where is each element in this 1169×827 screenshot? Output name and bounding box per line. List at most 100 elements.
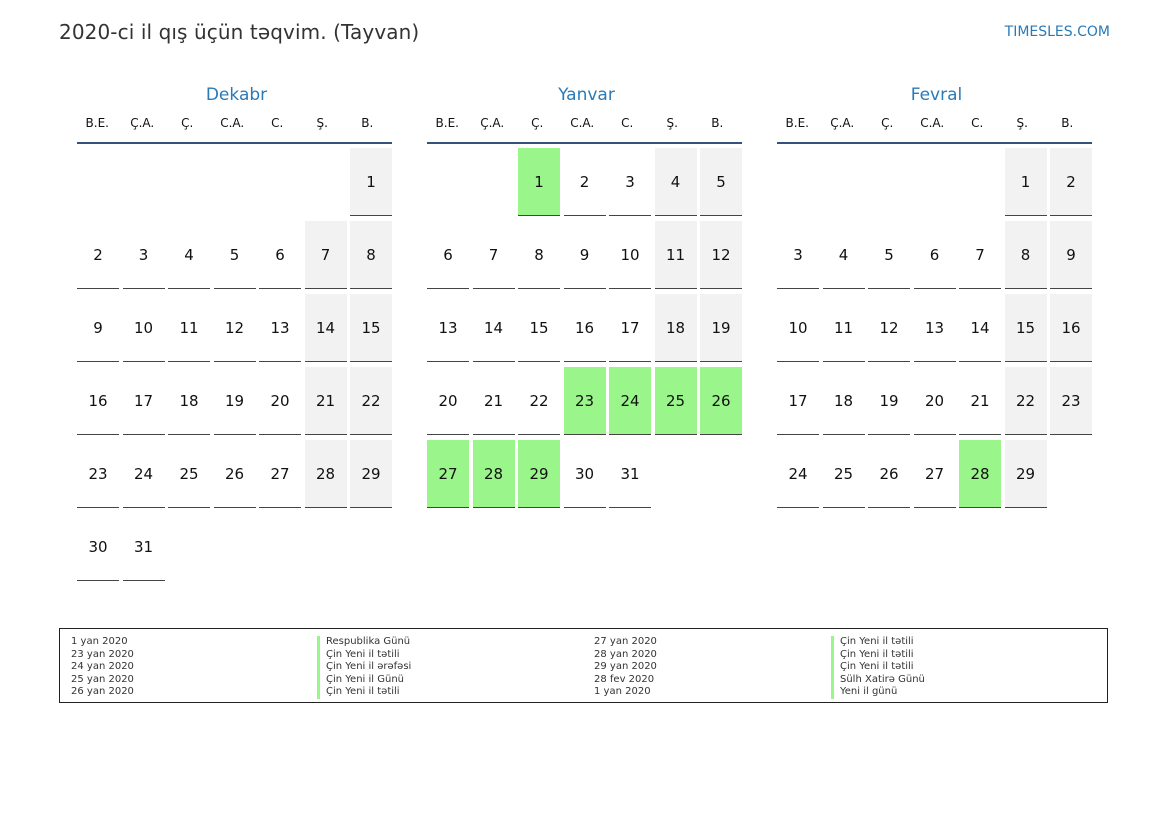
weekday-header: B.E. Ç.A. Ç. C.A. C. Ş. B. (77, 116, 392, 144)
day-cell[interactable]: 28 (304, 440, 347, 508)
day-cell[interactable]: 4 (822, 221, 865, 289)
day-cell[interactable]: 18 (822, 367, 865, 435)
day-cell[interactable]: 23 (77, 440, 119, 508)
brand-link[interactable]: TIMESLES.COM (1004, 24, 1110, 40)
day-cell[interactable]: 10 (777, 294, 819, 362)
day-cell[interactable]: 3 (777, 221, 819, 289)
day-cell[interactable]: 13 (259, 294, 301, 362)
day-cell[interactable]: 3 (609, 148, 651, 216)
day-cell[interactable]: 27 (913, 440, 956, 508)
day-cell[interactable]: 17 (609, 294, 651, 362)
day-cell[interactable]: 16 (77, 367, 119, 435)
legend-holiday-name: Çin Yeni il Günü (317, 673, 411, 686)
legend-dates-col-1: 1 yan 2020 23 yan 2020 24 yan 2020 25 yan 2… (71, 636, 134, 699)
day-cell[interactable]: 18 (168, 367, 210, 435)
day-cell[interactable]: 17 (777, 367, 819, 435)
day-cell[interactable]: 20 (259, 367, 301, 435)
day-cell[interactable]: 16 (563, 294, 606, 362)
day-cell[interactable]: 1 (350, 148, 392, 216)
day-cell[interactable]: 6 (913, 221, 956, 289)
weekday-label: C. (621, 116, 634, 130)
day-cell[interactable]: 21 (304, 367, 347, 435)
day-cell-holiday[interactable]: 26 (700, 367, 742, 435)
day-cell[interactable]: 5 (868, 221, 910, 289)
day-cell[interactable]: 20 (427, 367, 469, 435)
day-cell[interactable]: 18 (654, 294, 697, 362)
day-cell[interactable]: 13 (913, 294, 956, 362)
day-cell[interactable]: 8 (350, 221, 392, 289)
day-cell[interactable]: 11 (822, 294, 865, 362)
day-cell[interactable]: 25 (168, 440, 210, 508)
day-cell[interactable]: 11 (654, 221, 697, 289)
day-cell-holiday[interactable]: 27 (427, 440, 469, 508)
day-cell[interactable]: 5 (700, 148, 742, 216)
month-name: Yanvar (558, 85, 615, 105)
day-cell[interactable]: 22 (350, 367, 392, 435)
day-cell[interactable]: 7 (472, 221, 515, 289)
legend-date: 24 yan 2020 (71, 661, 134, 672)
day-cell[interactable]: 10 (609, 221, 651, 289)
day-cell[interactable]: 12 (700, 221, 742, 289)
day-cell[interactable]: 17 (122, 367, 165, 435)
day-cell[interactable]: 4 (168, 221, 210, 289)
day-cell[interactable]: 26 (868, 440, 910, 508)
day-cell[interactable]: 19 (700, 294, 742, 362)
day-cell[interactable]: 9 (563, 221, 606, 289)
day-cell[interactable]: 25 (822, 440, 865, 508)
day-cell-holiday[interactable]: 28 (959, 440, 1001, 508)
day-cell[interactable]: 10 (122, 294, 165, 362)
day-cell[interactable]: 14 (959, 294, 1001, 362)
day-cell[interactable]: 9 (77, 294, 119, 362)
day-cell[interactable]: 5 (213, 221, 256, 289)
day-cell[interactable]: 20 (913, 367, 956, 435)
day-cell[interactable]: 12 (868, 294, 910, 362)
day-cell[interactable]: 21 (472, 367, 515, 435)
day-cell-holiday[interactable]: 1 (518, 148, 560, 216)
day-cell-holiday[interactable]: 25 (654, 367, 697, 435)
day-cell[interactable]: 2 (77, 221, 119, 289)
day-cell-holiday[interactable]: 23 (563, 367, 606, 435)
day-cell[interactable]: 4 (654, 148, 697, 216)
day-cell[interactable]: 30 (77, 513, 119, 581)
day-cell[interactable]: 29 (350, 440, 392, 508)
day-cell[interactable]: 14 (472, 294, 515, 362)
day-cell[interactable]: 23 (1050, 367, 1092, 435)
day-cell[interactable]: 24 (777, 440, 819, 508)
day-cell[interactable]: 31 (122, 513, 165, 581)
day-cell[interactable]: 22 (518, 367, 560, 435)
day-cell[interactable]: 9 (1050, 221, 1092, 289)
day-cell[interactable]: 22 (1004, 367, 1047, 435)
month-yanvar: Yanvar B.E. Ç.A. Ç. C.A. C. Ş. B. 1 2 3 4 5 6 7 8 9 10 11 1… (427, 84, 746, 508)
day-cell[interactable]: 21 (959, 367, 1001, 435)
day-cell[interactable]: 1 (1004, 148, 1047, 216)
day-cell[interactable]: 15 (1004, 294, 1047, 362)
day-cell[interactable]: 8 (518, 221, 560, 289)
day-cell[interactable]: 6 (259, 221, 301, 289)
day-cell[interactable]: 6 (427, 221, 469, 289)
day-cell[interactable]: 19 (213, 367, 256, 435)
day-cell[interactable]: 14 (304, 294, 347, 362)
day-cell[interactable]: 29 (1004, 440, 1047, 508)
day-cell[interactable]: 31 (609, 440, 651, 508)
day-cell[interactable]: 24 (122, 440, 165, 508)
page-title: 2020-ci il qış üçün təqvim. (Tayvan) (59, 20, 420, 44)
day-cell[interactable]: 11 (168, 294, 210, 362)
day-cell-holiday[interactable]: 28 (472, 440, 515, 508)
day-cell[interactable]: 7 (304, 221, 347, 289)
day-cell[interactable]: 12 (213, 294, 256, 362)
day-cell[interactable]: 2 (563, 148, 606, 216)
day-cell[interactable]: 8 (1004, 221, 1047, 289)
day-cell-holiday[interactable]: 24 (609, 367, 651, 435)
day-cell[interactable]: 13 (427, 294, 469, 362)
day-cell[interactable]: 19 (868, 367, 910, 435)
day-cell[interactable]: 27 (259, 440, 301, 508)
day-cell[interactable]: 2 (1050, 148, 1092, 216)
day-cell-holiday[interactable]: 29 (518, 440, 560, 508)
day-cell[interactable]: 15 (518, 294, 560, 362)
day-cell[interactable]: 7 (959, 221, 1001, 289)
day-cell[interactable]: 3 (122, 221, 165, 289)
day-cell[interactable]: 30 (563, 440, 606, 508)
day-cell[interactable]: 16 (1050, 294, 1092, 362)
day-cell[interactable]: 26 (213, 440, 256, 508)
day-cell[interactable]: 15 (350, 294, 392, 362)
